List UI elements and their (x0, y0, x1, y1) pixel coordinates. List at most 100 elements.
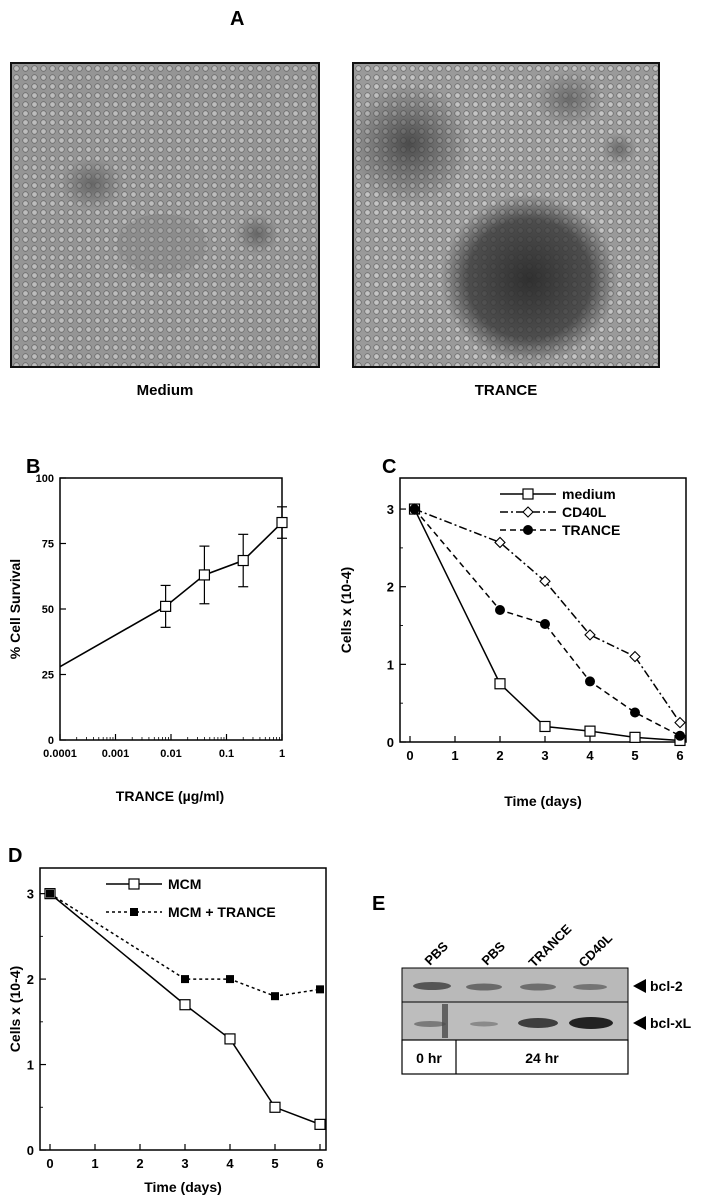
chart-c-point-0-3 (584, 725, 596, 737)
chart-d-legend-label-0: MCM (168, 876, 201, 892)
band-label-bclxl: bcl-xL (650, 1015, 692, 1031)
band-bcl2-lane2 (466, 983, 502, 991)
chart-d-ytick-label-2: 2 (27, 972, 34, 987)
chart-c-x-ticks: 0 1 2 3 4 5 6 (406, 736, 684, 763)
chart-c-point-0-4 (629, 731, 641, 743)
chart-d-xtick-label-5: 5 (271, 1156, 278, 1171)
chart-c-point-0-5 (674, 734, 686, 747)
chart-b-cell-survival: 0 25 50 75 100 0.0001 0.001 0.01 0.1 1 TRANCE (µ… (7, 473, 288, 804)
chart-c-xlabel: Time (days) (504, 793, 582, 809)
chart-d-point-1-3 (271, 992, 279, 1001)
chart-b-line (59, 521, 283, 668)
chart-b-xtick-label-4: 1 (279, 748, 285, 760)
chart-d-point-1-4 (316, 985, 324, 994)
western-blot-e: PBS PBS TRANCE CD40L 0 hr 24 hr bcl-2 bc… (401, 921, 692, 1075)
chart-c-line-1 (414, 508, 681, 724)
chart-c-ytick-label-2: 2 (387, 580, 394, 595)
chart-b-xlabel: TRANCE (µg/ml) (116, 788, 224, 804)
chart-b-ylabel: % Cell Survival (7, 559, 23, 659)
chart-d-xtick-label-4: 4 (226, 1156, 234, 1171)
chart-d-xtick-label-2: 2 (136, 1156, 143, 1171)
chart-c-legend: medium CD40L TRANCE (500, 486, 620, 538)
chart-d-frame (39, 867, 327, 1151)
chart-c-point-1-0 (408, 503, 421, 515)
chart-c-xtick-label-3: 3 (541, 748, 548, 763)
chart-d-ylabel-text: Cells x (10-4) (7, 966, 23, 1052)
chart-c-point-0-2 (539, 720, 551, 733)
chart-d-x-ticks: 0 1 2 3 4 5 6 (46, 1144, 324, 1171)
chart-c-legend-marker-1 (522, 506, 534, 518)
micrograph-medium (10, 62, 320, 368)
arrow-bclxl-icon (633, 1016, 646, 1030)
chart-c-xtick-label-1: 1 (451, 748, 458, 763)
band-bclxl-lane3 (518, 1018, 558, 1028)
chart-c-series (408, 503, 686, 747)
chart-c-xtick-label-5: 5 (631, 748, 638, 763)
chart-d-point-1-2 (226, 975, 234, 984)
blot-strip-bcl2 (401, 967, 629, 1003)
blot-time-row (401, 1039, 629, 1075)
panel-letter-c: C (382, 456, 396, 478)
blot-lane-label-3: TRANCE (526, 921, 575, 970)
panel-letter-d: D (8, 845, 22, 867)
chart-b-x-ticks: 0.0001 0.001 0.01 0.1 1 (43, 734, 285, 760)
chart-d-point-0-2 (224, 1033, 236, 1045)
band-bcl2-lane3 (520, 983, 556, 991)
chart-b-xtick-label-3: 0.1 (219, 748, 234, 760)
chart-b-point-1 (160, 600, 172, 612)
chart-b-y-ticks: 0 25 50 75 100 (36, 473, 66, 747)
micrograph-trance-image (354, 64, 658, 366)
chart-c-legend-label-0: medium (562, 486, 616, 502)
band-bclxl-lane1 (414, 1021, 446, 1027)
arrow-bcl2-icon (633, 979, 646, 993)
micrograph-trance-caption: TRANCE (474, 382, 538, 399)
chart-c-point-0-1 (494, 678, 506, 690)
chart-d-point-1-1 (181, 975, 189, 984)
blot-lane-label-2: PBS (479, 938, 509, 968)
chart-c-point-2-1 (495, 605, 505, 615)
chart-d-line-1 (49, 893, 321, 997)
chart-c-ylabel-text: Cells x (10-4) (338, 567, 354, 653)
chart-c-xtick-label-4: 4 (586, 748, 594, 763)
chart-b-point-4 (276, 516, 288, 529)
chart-d-legend-marker-1 (130, 908, 138, 916)
chart-c-point-0-0 (408, 503, 421, 515)
chart-c-legend-marker-2 (523, 525, 533, 535)
chart-d-ytick-label-0: 0 (27, 1143, 34, 1158)
chart-b-ytick-label-0: 0 (48, 735, 54, 747)
band-bcl2-lane1 (413, 982, 451, 990)
chart-b-frame (59, 477, 283, 741)
chart-c-ylabel: Cells x (10-4) (338, 567, 354, 653)
chart-d-point-0-3 (269, 1101, 281, 1113)
chart-d-legend-marker-0 (128, 878, 140, 890)
micrograph-medium-caption: Medium (136, 382, 194, 399)
chart-c-point-1-4 (629, 650, 641, 663)
chart-c-point-2-4 (630, 707, 640, 718)
chart-b-point-2 (198, 569, 211, 581)
chart-d-point-0-0 (44, 888, 56, 900)
chart-c-point-1-1 (494, 536, 506, 549)
chart-d-cell-count: 0 1 2 3 0 1 2 3 4 5 6 MCM MCM + TRANCE Time (days)… (7, 867, 327, 1195)
chart-b-xtick-label-0: 0.0001 (43, 748, 77, 760)
chart-c-ytick-label-0: 0 (387, 735, 394, 750)
chart-c-frame (399, 477, 687, 743)
chart-c-line-0 (413, 508, 681, 742)
chart-d-y-ticks: 0 1 2 3 (27, 887, 46, 1158)
panel-letter-e: E (372, 893, 385, 915)
band-bclxl-lane4 (569, 1017, 613, 1029)
panel-letter-b: B (26, 456, 40, 478)
blot-time-0hr: 0 hr (416, 1050, 442, 1066)
chart-c-legend-marker-0 (522, 488, 534, 500)
blot-strip-bclxl (401, 1001, 629, 1041)
chart-d-xtick-label-0: 0 (46, 1156, 53, 1171)
chart-d-series (44, 888, 326, 1130)
chart-b-series (59, 506, 288, 668)
chart-c-point-2-5 (675, 730, 685, 741)
band-label-bcl2: bcl-2 (650, 978, 683, 994)
band-bclxl-lane2 (470, 1021, 498, 1027)
chart-c-point-1-5 (674, 716, 686, 729)
chart-d-line-0 (49, 893, 321, 1126)
chart-c-point-2-3 (585, 676, 595, 687)
blot-artifact-streak (442, 1004, 448, 1038)
blot-lane-label-4: CD40L (576, 930, 616, 970)
